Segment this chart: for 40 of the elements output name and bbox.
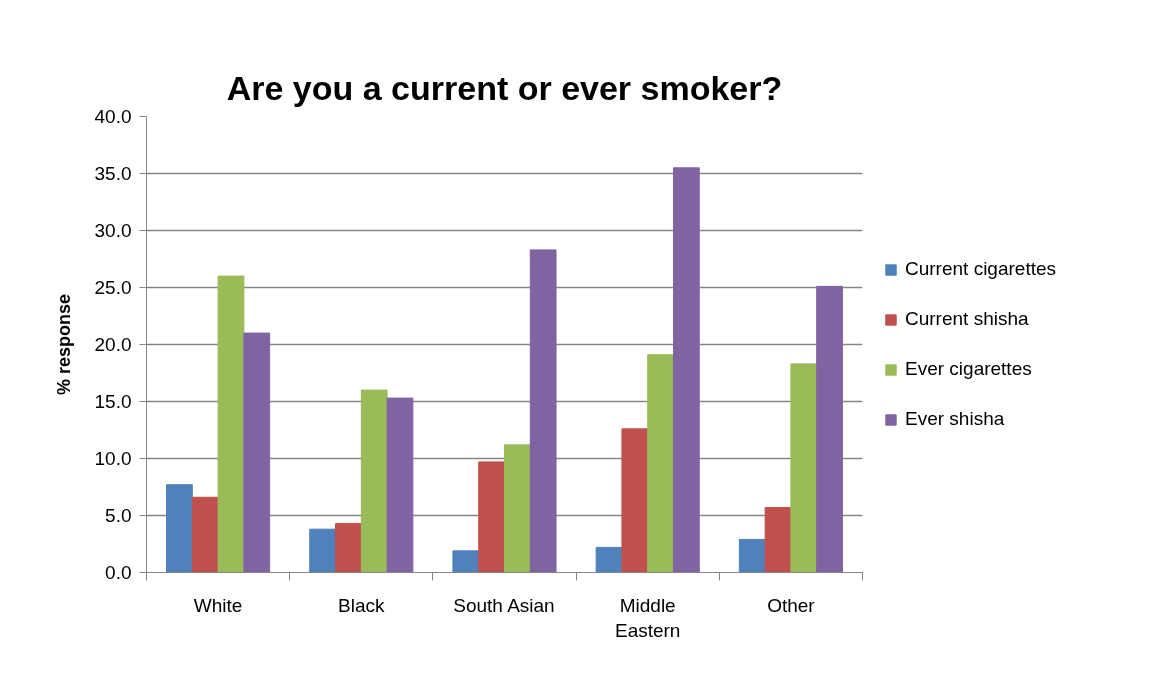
bar	[386, 397, 414, 573]
bar	[647, 354, 674, 573]
x-tick-label: South Asian	[453, 594, 555, 616]
bar	[243, 332, 271, 573]
x-tick-label: Black	[338, 594, 386, 616]
x-tick-label: Other	[767, 594, 816, 616]
bar	[360, 389, 388, 573]
bar	[478, 461, 505, 573]
y-tick-label: 20.0	[94, 334, 132, 355]
y-tick-label: 10.0	[94, 448, 132, 469]
y-tick-label: 5.0	[105, 505, 132, 526]
y-tick-label: 40.0	[94, 106, 132, 127]
x-tick-label: Middle Eastern	[614, 594, 681, 641]
y-tick-label: 15.0	[94, 391, 132, 412]
y-tick-label: 35.0	[94, 163, 132, 184]
chart-title: Are you a current or ever smoker?	[226, 68, 783, 107]
bar	[621, 428, 649, 573]
bar	[764, 507, 792, 573]
bar	[504, 444, 531, 573]
x-tick-label: White	[193, 594, 243, 616]
y-tick-label: 30.0	[94, 220, 132, 241]
bar	[335, 522, 362, 573]
y-tick-label: 0.0	[105, 562, 132, 583]
legend-label: Ever cigarettes	[905, 358, 1032, 380]
y-tick-label: 25.0	[94, 277, 132, 298]
bar	[790, 363, 818, 573]
bar	[595, 546, 623, 573]
bar	[191, 496, 219, 573]
bar	[816, 285, 843, 573]
legend-label: Current cigarettes	[905, 258, 1057, 280]
bar	[672, 167, 700, 573]
y-axis-title: % response	[53, 293, 74, 396]
bar	[217, 275, 245, 573]
bar	[738, 538, 766, 573]
legend-label: Current shisha	[905, 308, 1029, 330]
bar	[166, 484, 193, 573]
bar	[529, 249, 557, 573]
bar	[452, 550, 480, 573]
bar	[309, 528, 337, 573]
legend-label: Ever shisha	[905, 408, 1005, 430]
